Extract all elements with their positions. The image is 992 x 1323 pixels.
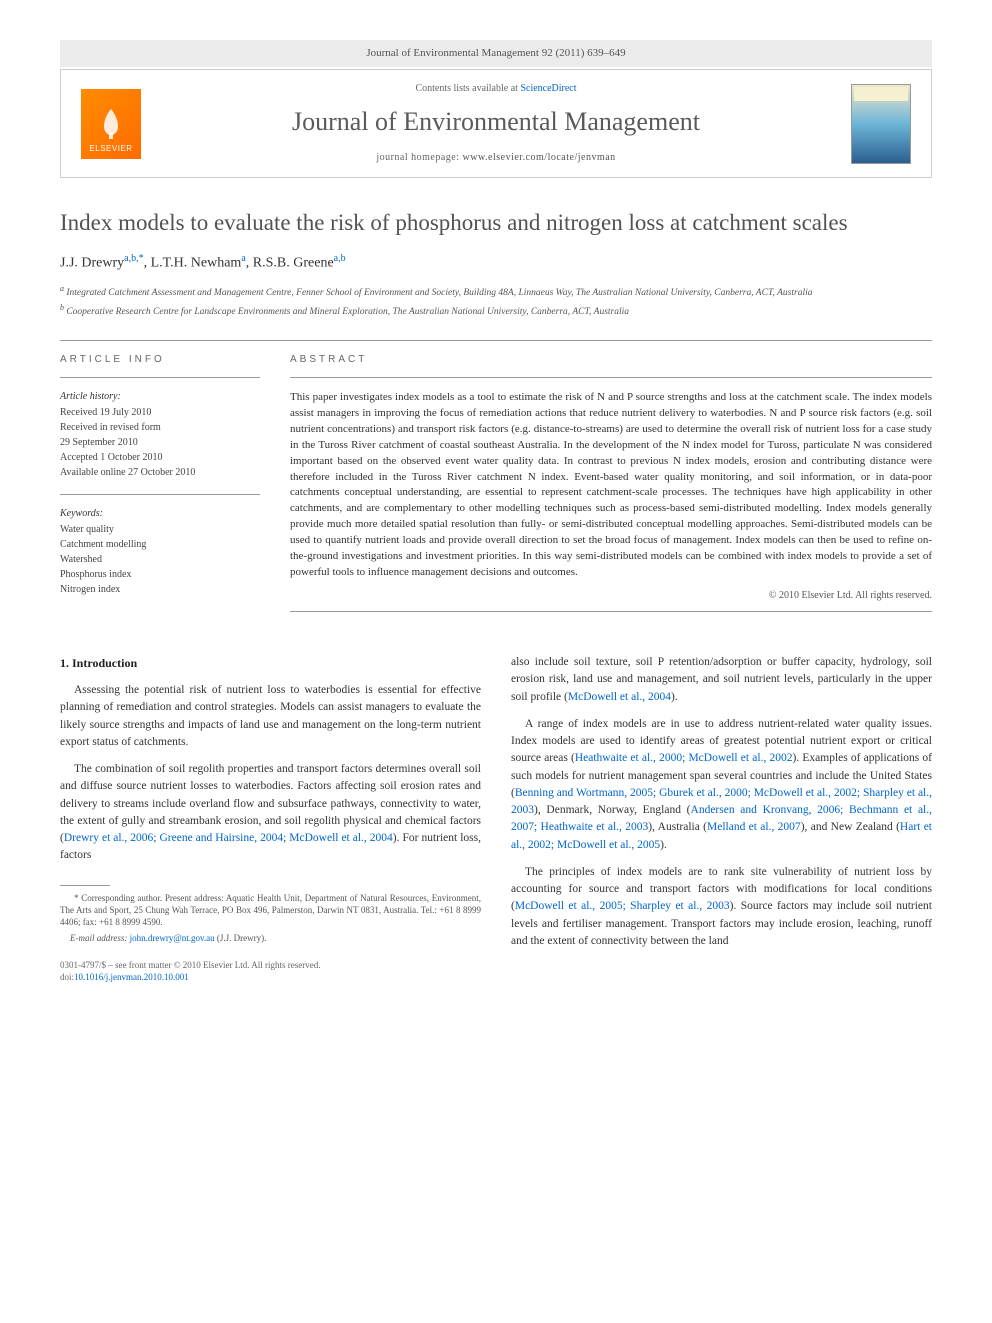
divider <box>290 377 932 378</box>
divider <box>60 494 260 495</box>
homepage-line: journal homepage: www.elsevier.com/locat… <box>141 151 851 165</box>
citation-link[interactable]: McDowell et al., 2004 <box>568 691 671 703</box>
author-name: J.J. Drewry <box>60 255 124 270</box>
divider <box>290 611 932 612</box>
keyword: Catchment modelling <box>60 538 260 552</box>
body-two-column: 1. Introduction Assessing the potential … <box>60 654 932 983</box>
doi-line: doi:10.1016/j.jenvman.2010.10.001 <box>60 972 481 984</box>
email-label: E-mail address: <box>70 933 130 943</box>
text-run: ), Australia ( <box>648 821 707 833</box>
citation-link[interactable]: McDowell et al., 2005; Sharpley et al., … <box>515 900 730 912</box>
keywords-block: Keywords: Water quality Catchment modell… <box>60 507 260 597</box>
right-column: also include soil texture, soil P retent… <box>511 654 932 983</box>
elsevier-tree-icon <box>96 105 126 141</box>
revised-label: Received in revised form <box>60 421 260 435</box>
author-name: L.T.H. Newham <box>151 255 242 270</box>
issn-line: 0301-4797/$ – see front matter © 2010 El… <box>60 960 481 972</box>
footnote-separator <box>60 885 110 886</box>
copyright-line: © 2010 Elsevier Ltd. All rights reserved… <box>290 589 932 603</box>
paragraph: A range of index models are in use to ad… <box>511 716 932 854</box>
affil-sup: a <box>60 284 64 293</box>
paragraph: also include soil texture, soil P retent… <box>511 654 932 706</box>
elsevier-logo: ELSEVIER <box>81 89 141 159</box>
citation-link[interactable]: Drewry et al., 2006; Greene and Hairsine… <box>64 832 393 844</box>
abstract-block: ABSTRACT This paper investigates index m… <box>290 353 932 624</box>
text-run: ), Denmark, Norway, England ( <box>534 804 691 816</box>
received-date: Received 19 July 2010 <box>60 406 260 420</box>
text-run: ). <box>660 839 667 851</box>
author-list: J.J. Drewrya,b,*, L.T.H. Newhama, R.S.B.… <box>60 252 932 273</box>
sciencedirect-link[interactable]: ScienceDirect <box>520 83 576 94</box>
text-run: ), and New Zealand ( <box>801 821 900 833</box>
info-abstract-row: ARTICLE INFO Article history: Received 1… <box>60 353 932 624</box>
paragraph: The principles of index models are to ra… <box>511 864 932 950</box>
author-affil-marker: a,b <box>334 253 346 264</box>
divider <box>60 377 260 378</box>
affiliations-block: a Integrated Catchment Assessment and Ma… <box>60 283 932 320</box>
corresponding-author-note: * Corresponding author. Present address:… <box>60 892 481 928</box>
abstract-text: This paper investigates index models as … <box>290 390 932 581</box>
author-affil-marker: a,b,* <box>124 253 143 264</box>
article-history: Article history: Received 19 July 2010 R… <box>60 390 260 480</box>
citation-text: Journal of Environmental Management 92 (… <box>366 47 625 59</box>
contents-available-line: Contents lists available at ScienceDirec… <box>141 82 851 96</box>
bottom-meta: 0301-4797/$ – see front matter © 2010 El… <box>60 960 481 983</box>
email-line: E-mail address: john.drewry@nt.gov.au (J… <box>60 932 481 944</box>
article-info-block: ARTICLE INFO Article history: Received 1… <box>60 353 260 624</box>
keyword: Nitrogen index <box>60 583 260 597</box>
affiliation-line: b Cooperative Research Centre for Landsc… <box>60 302 932 319</box>
doi-link[interactable]: 10.1016/j.jenvman.2010.10.001 <box>74 972 189 982</box>
left-column: 1. Introduction Assessing the potential … <box>60 654 481 983</box>
affil-sup: b <box>60 303 64 312</box>
header-center: Contents lists available at ScienceDirec… <box>141 82 851 164</box>
article-title: Index models to evaluate the risk of pho… <box>60 208 932 238</box>
paragraph: Assessing the potential risk of nutrient… <box>60 682 481 751</box>
affil-text: Cooperative Research Centre for Landscap… <box>66 308 629 318</box>
email-link[interactable]: john.drewry@nt.gov.au <box>130 933 215 943</box>
affiliation-line: a Integrated Catchment Assessment and Ma… <box>60 283 932 300</box>
footnote-block: * Corresponding author. Present address:… <box>60 892 481 945</box>
author-sep: , <box>144 255 151 270</box>
online-date: Available online 27 October 2010 <box>60 466 260 480</box>
journal-name: Journal of Environmental Management <box>141 104 851 140</box>
journal-header-box: ELSEVIER Contents lists available at Sci… <box>60 69 932 177</box>
keywords-heading: Keywords: <box>60 507 260 521</box>
keyword: Watershed <box>60 553 260 567</box>
accepted-date: Accepted 1 October 2010 <box>60 451 260 465</box>
citation-link[interactable]: Heathwaite et al., 2000; McDowell et al.… <box>575 752 793 764</box>
citation-link[interactable]: Melland et al., 2007 <box>707 821 801 833</box>
running-head: Journal of Environmental Management 92 (… <box>60 40 932 67</box>
keyword: Phosphorus index <box>60 568 260 582</box>
history-heading: Article history: <box>60 390 260 404</box>
homepage-prefix: journal homepage: <box>376 152 462 163</box>
publisher-name: ELSEVIER <box>89 143 132 154</box>
author-sep: , <box>246 255 253 270</box>
article-info-label: ARTICLE INFO <box>60 353 260 367</box>
section-heading: 1. Introduction <box>60 654 481 672</box>
abstract-label: ABSTRACT <box>290 353 932 367</box>
journal-cover-thumbnail <box>851 84 911 164</box>
doi-prefix: doi: <box>60 972 74 982</box>
author-name: R.S.B. Greene <box>253 255 334 270</box>
revised-date: 29 September 2010 <box>60 436 260 450</box>
divider <box>60 340 932 341</box>
affil-text: Integrated Catchment Assessment and Mana… <box>66 288 812 298</box>
homepage-url[interactable]: www.elsevier.com/locate/jenvman <box>463 152 616 163</box>
email-suffix: (J.J. Drewry). <box>215 933 267 943</box>
text-run: ). <box>671 691 678 703</box>
keyword: Water quality <box>60 523 260 537</box>
contents-prefix: Contents lists available at <box>415 83 520 94</box>
paragraph: The combination of soil regolith propert… <box>60 761 481 865</box>
